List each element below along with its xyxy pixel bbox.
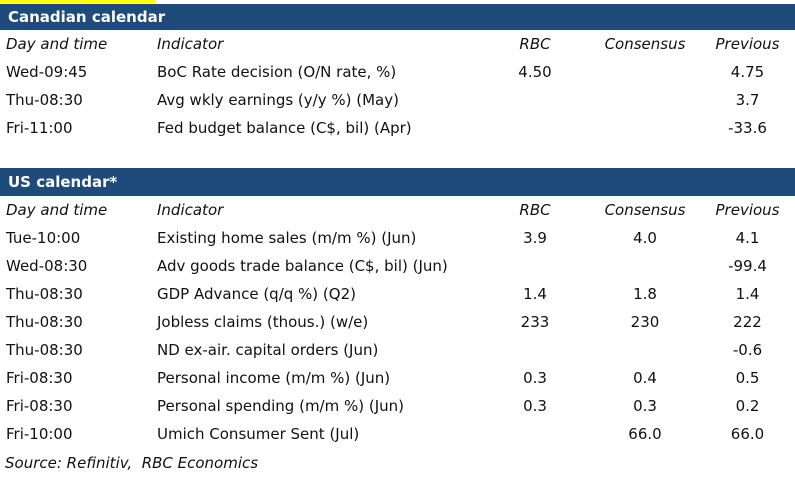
cell-indicator: Existing home sales (m/m %) (Jun) [157,229,417,247]
cell-consensus [590,336,700,364]
table-row: Wed-09:45 BoC Rate decision (O/N rate, %… [0,58,795,86]
cell-previous: 4.1 [735,229,760,247]
cell-consensus: 230 [630,313,660,331]
table-row: Fri-10:00 Umich Consumer Sent (Jul) 66.0… [0,420,795,448]
cell-day: Tue-10:00 [6,229,81,247]
cell-previous: 0.5 [735,369,760,387]
canadian-calendar-section: Canadian calendar Day and time Indicator… [0,4,795,142]
canadian-header-row: Day and time Indicator RBC Consensus Pre… [0,30,795,58]
cell-indicator: Fed budget balance (C$, bil) (Apr) [157,119,412,137]
cell-rbc: 233 [520,313,550,331]
cell-previous: -99.4 [728,257,767,275]
cell-consensus [590,114,700,142]
cell-indicator: ND ex-air. capital orders (Jun) [157,341,379,359]
table-row: Tue-10:00 Existing home sales (m/m %) (J… [0,224,795,252]
us-header-row: Day and time Indicator RBC Consensus Pre… [0,196,795,224]
cell-day: Fri-08:30 [6,397,73,415]
canadian-calendar-title: Canadian calendar [8,8,166,26]
cell-consensus: 66.0 [628,425,662,443]
cell-rbc [480,336,590,364]
cell-rbc: 3.9 [523,229,547,247]
column-header-rbc: RBC [519,35,551,53]
table-row: Fri-08:30 Personal income (m/m %) (Jun) … [0,364,795,392]
cell-day: Wed-08:30 [6,257,88,275]
us-calendar-title-bar: US calendar* [0,168,795,196]
us-calendar-table: Day and time Indicator RBC Consensus Pre… [0,196,795,448]
cell-consensus: 0.4 [633,369,657,387]
cell-day: Fri-10:00 [6,425,73,443]
cell-consensus [590,58,700,86]
us-calendar-section: US calendar* Day and time Indicator RBC … [0,168,795,448]
table-row: Fri-11:00 Fed budget balance (C$, bil) (… [0,114,795,142]
cell-consensus [590,86,700,114]
table-row: Wed-08:30 Adv goods trade balance (C$, b… [0,252,795,280]
cell-rbc: 4.50 [518,63,552,81]
cell-previous: -33.6 [728,119,767,137]
column-header-previous: Previous [715,201,780,219]
cell-previous: 4.75 [730,63,765,81]
cell-rbc: 0.3 [523,369,547,387]
column-header-indicator: Indicator [157,35,224,53]
source-attribution: Source: Refinitiv, RBC Economics [5,454,259,472]
cell-previous: 1.4 [735,285,760,303]
cell-previous: -0.6 [732,341,763,359]
cell-rbc: 0.3 [523,397,547,415]
cell-consensus [590,252,700,280]
table-row: Thu-08:30 Avg wkly earnings (y/y %) (May… [0,86,795,114]
column-header-day-and-time: Day and time [6,35,108,53]
cell-indicator: Umich Consumer Sent (Jul) [157,425,360,443]
column-header-consensus: Consensus [604,201,686,219]
cell-indicator: Jobless claims (thous.) (w/e) [157,313,369,331]
cell-indicator: GDP Advance (q/q %) (Q2) [157,285,356,303]
table-row: Thu-08:30 ND ex-air. capital orders (Jun… [0,336,795,364]
canadian-calendar-title-bar: Canadian calendar [0,4,795,30]
column-header-consensus: Consensus [604,35,686,53]
cell-day: Wed-09:45 [6,63,88,81]
cell-consensus: 1.8 [633,285,657,303]
cell-day: Fri-08:30 [6,369,73,387]
column-header-rbc: RBC [519,201,551,219]
column-header-previous: Previous [715,35,780,53]
table-row: Thu-08:30 Jobless claims (thous.) (w/e) … [0,308,795,336]
cell-indicator: Avg wkly earnings (y/y %) (May) [157,91,399,109]
us-calendar-title: US calendar* [8,173,118,191]
cell-rbc [480,252,590,280]
cell-day: Fri-11:00 [6,119,73,137]
cell-day: Thu-08:30 [6,285,83,303]
column-header-indicator: Indicator [157,201,224,219]
yellow-highlight-strip [0,0,155,3]
cell-consensus: 4.0 [633,229,657,247]
cell-previous: 3.7 [735,91,760,109]
column-header-day-and-time: Day and time [6,201,108,219]
cell-previous: 66.0 [730,425,765,443]
canadian-calendar-table: Day and time Indicator RBC Consensus Pre… [0,30,795,142]
cell-indicator: Personal income (m/m %) (Jun) [157,369,391,387]
cell-indicator: BoC Rate decision (O/N rate, %) [157,63,397,81]
table-row: Fri-08:30 Personal spending (m/m %) (Jun… [0,392,795,420]
cell-rbc [480,86,590,114]
cell-day: Thu-08:30 [6,313,83,331]
cell-day: Thu-08:30 [6,91,83,109]
cell-previous: 222 [733,313,762,331]
cell-rbc [480,114,590,142]
cell-indicator: Personal spending (m/m %) (Jun) [157,397,405,415]
table-row: Thu-08:30 GDP Advance (q/q %) (Q2) 1.4 1… [0,280,795,308]
cell-rbc: 1.4 [523,285,547,303]
cell-day: Thu-08:30 [6,341,83,359]
cell-consensus: 0.3 [633,397,657,415]
cell-indicator: Adv goods trade balance (C$, bil) (Jun) [157,257,448,275]
cell-rbc [480,420,590,448]
cell-previous: 0.2 [735,397,760,415]
